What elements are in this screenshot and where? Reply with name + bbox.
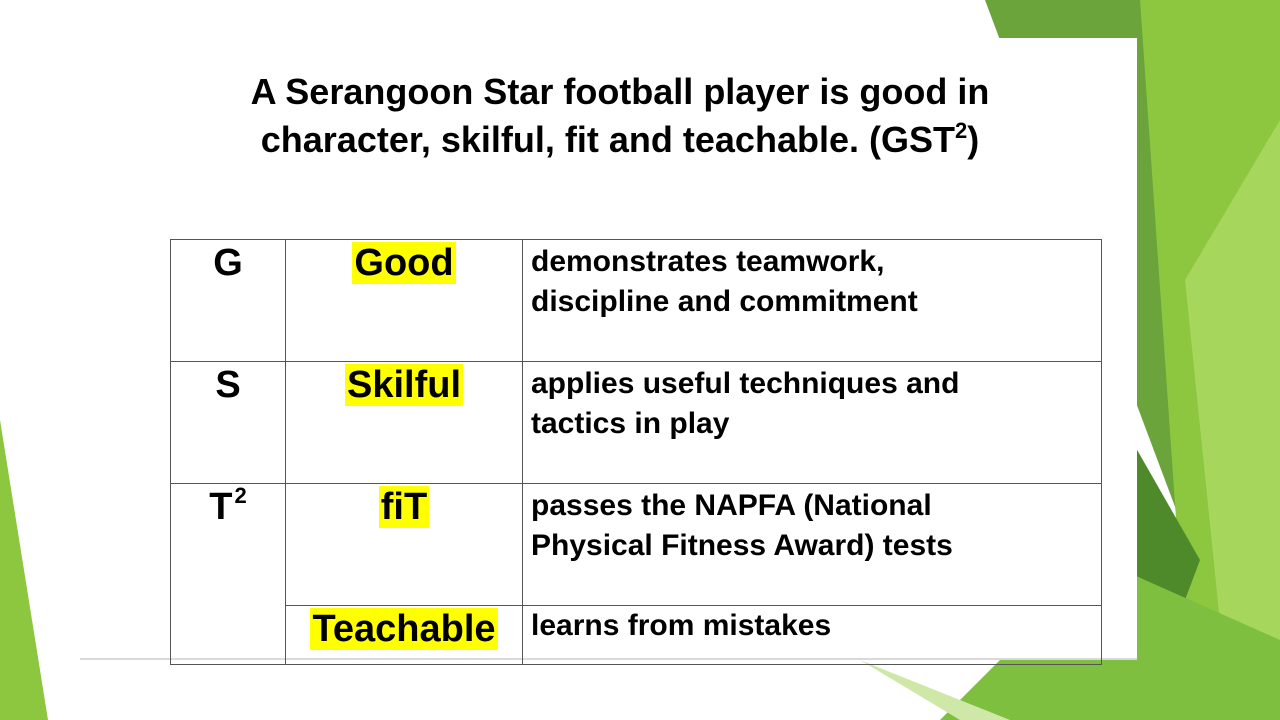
left-green-wedge xyxy=(0,420,48,720)
title-line-2: character, skilful, fit and teachable. (… xyxy=(260,118,980,160)
highlighted-keyword: Skilful xyxy=(344,364,464,406)
row-keyword: Skilful xyxy=(285,361,523,484)
letter-superscript: 2 xyxy=(234,483,247,508)
highlighted-keyword: Good xyxy=(352,242,456,284)
right-green-stripe xyxy=(1185,120,1280,720)
title-superscript: 2 xyxy=(954,118,968,143)
row-description: applies useful techniques and tactics in… xyxy=(522,361,1102,484)
highlighted-keyword: Teachable xyxy=(310,608,498,650)
gst-table: G Good demonstrates teamwork, discipline… xyxy=(170,239,1102,665)
row-letter: G xyxy=(170,239,286,362)
row-letter: T2 xyxy=(170,483,286,665)
row-keyword: Good xyxy=(285,239,523,362)
row-letter: S xyxy=(170,361,286,484)
table-row: G Good demonstrates teamwork, discipline… xyxy=(170,239,1102,362)
title-line-1: A Serangoon Star football player is good… xyxy=(250,71,990,112)
row-keyword: fiT xyxy=(285,483,523,606)
bottom-light-wedge xyxy=(860,660,1010,720)
table-row: S Skilful applies useful techniques and … xyxy=(170,361,1102,484)
slide-title: A Serangoon Star football player is good… xyxy=(140,68,1100,164)
table-row: Teachable learns from mistakes xyxy=(171,605,1102,665)
row-keyword: Teachable xyxy=(285,605,523,665)
row-description: learns from mistakes xyxy=(522,605,1102,665)
table-row: T2 fiT passes the NAPFA (National Physic… xyxy=(170,483,1102,665)
highlighted-keyword: fiT xyxy=(378,486,430,528)
row-description: demonstrates teamwork, discipline and co… xyxy=(522,239,1102,362)
row-description: passes the NAPFA (National Physical Fitn… xyxy=(522,483,1102,606)
